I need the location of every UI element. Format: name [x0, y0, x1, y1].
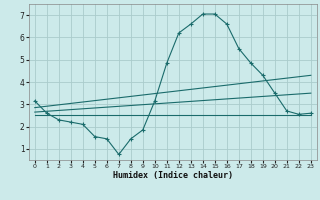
X-axis label: Humidex (Indice chaleur): Humidex (Indice chaleur): [113, 171, 233, 180]
